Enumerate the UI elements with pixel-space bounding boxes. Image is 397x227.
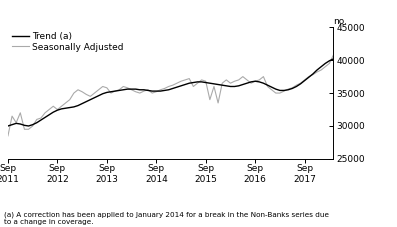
Text: (a) A correction has been applied to January 2014 for a break in the Non-Banks s: (a) A correction has been applied to Jan…	[4, 211, 329, 225]
Text: no.: no.	[333, 17, 347, 26]
Legend: Trend (a), Seasonally Adjusted: Trend (a), Seasonally Adjusted	[12, 32, 124, 52]
